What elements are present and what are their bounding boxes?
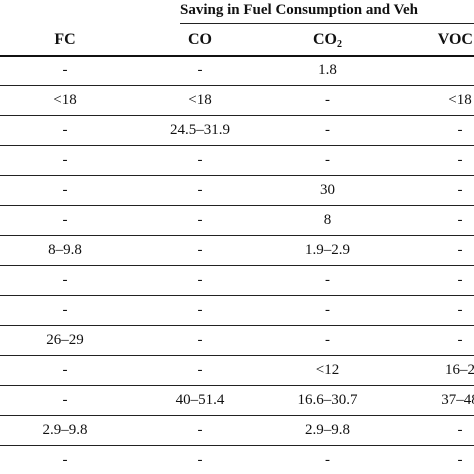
table-cell: - xyxy=(457,122,463,138)
group-header-rule xyxy=(180,23,474,24)
row-rule xyxy=(0,355,474,356)
table-cell: - xyxy=(325,92,330,108)
table-cell: - xyxy=(325,452,330,468)
table-cell: 16.6–30.7 xyxy=(297,392,358,408)
table-cell: 26–29 xyxy=(46,332,84,348)
row-rule xyxy=(0,295,474,296)
table-cell: - xyxy=(457,182,463,198)
table-cell: 1.8 xyxy=(318,62,337,78)
table-cell: - xyxy=(62,392,68,408)
table-cell: - xyxy=(325,152,330,168)
table-cell: - xyxy=(457,452,463,468)
table-cell: 1.9–2.9 xyxy=(305,242,350,258)
column-header: FC xyxy=(0,24,130,55)
table-cell: - xyxy=(457,302,463,318)
table-cell: - xyxy=(197,242,203,258)
table-cell: - xyxy=(457,422,463,438)
table-cell xyxy=(385,56,474,85)
group-header: Saving in Fuel Consumption and Veh xyxy=(180,2,419,18)
table-cell: - xyxy=(197,152,203,168)
table-cell: 2.9–9.8 xyxy=(42,422,88,438)
table-cell: 16–2 xyxy=(445,362,474,378)
table-cell: - xyxy=(62,362,68,378)
column-header-subscript: 2 xyxy=(337,39,342,50)
table-cell: 40–51.4 xyxy=(175,392,225,408)
table-cell: 30 xyxy=(320,182,335,198)
table-cell: - xyxy=(62,62,68,78)
row-rule xyxy=(0,415,474,416)
table-cell: - xyxy=(197,422,203,438)
table-cell: - xyxy=(197,452,203,468)
table-cell: 37–48 xyxy=(441,392,474,408)
row-rule xyxy=(0,115,474,116)
table-cell: - xyxy=(62,302,68,318)
table-cell: <18 xyxy=(188,92,212,108)
column-header: VOC ( xyxy=(385,24,474,55)
row-rule xyxy=(0,145,474,146)
row-rule xyxy=(0,445,474,446)
column-header: CO2 xyxy=(270,24,385,55)
table-cell: 8–9.8 xyxy=(48,242,82,258)
table-cell: - xyxy=(457,332,463,348)
column-header-text: VOC ( xyxy=(437,31,474,48)
row-rule xyxy=(0,235,474,236)
table-cell: - xyxy=(325,302,330,318)
table-cell: - xyxy=(197,362,203,378)
table-cell: <18 xyxy=(53,92,77,108)
table-cell: - xyxy=(62,182,68,198)
table-cell: <12 xyxy=(315,362,340,378)
table-cell: - xyxy=(325,332,330,348)
table-cell: <18 xyxy=(448,92,472,108)
column-header-text: CO xyxy=(313,31,337,48)
column-header-text: FC xyxy=(54,31,76,48)
column-header-text: CO xyxy=(188,31,212,48)
table-cell: 2.9–9.8 xyxy=(305,422,350,438)
table-cell: - xyxy=(197,302,203,318)
table-cell: - xyxy=(457,272,463,288)
row-rule xyxy=(0,385,474,386)
table-cell: - xyxy=(197,212,203,228)
table-cell: 8 xyxy=(323,212,332,228)
table-cell: - xyxy=(457,212,463,228)
table-cell: - xyxy=(62,212,68,228)
table-cell: - xyxy=(325,122,330,138)
row-rule xyxy=(0,175,474,176)
table-cell: - xyxy=(457,152,463,168)
row-rule xyxy=(0,85,474,86)
table-cell: - xyxy=(197,62,203,78)
table-cell: - xyxy=(62,272,68,288)
table-cell: - xyxy=(62,452,68,468)
table-cell: - xyxy=(62,122,68,138)
column-header: CO xyxy=(130,24,270,55)
table-cell: - xyxy=(197,182,203,198)
table-cell: 24.5–31.9 xyxy=(170,122,230,138)
row-rule xyxy=(0,205,474,206)
table-cell: - xyxy=(197,332,203,348)
row-rule xyxy=(0,265,474,266)
header-bottom-rule xyxy=(0,55,474,57)
table-cell: - xyxy=(62,152,68,168)
table-cell: - xyxy=(457,242,463,258)
table-cell: - xyxy=(197,272,203,288)
table-cell: - xyxy=(325,272,330,288)
row-rule xyxy=(0,325,474,326)
